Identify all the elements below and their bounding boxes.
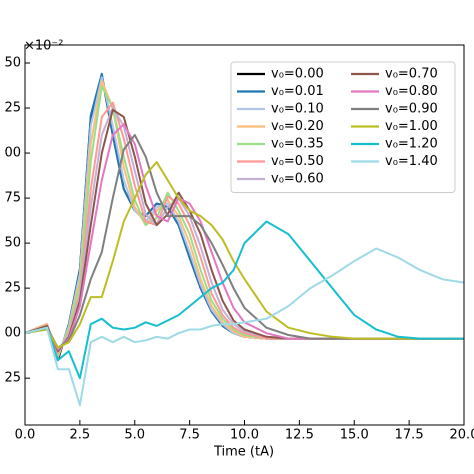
y-tick-label: 25 [4, 281, 21, 296]
legend-label: v₀=0.80 [385, 84, 438, 99]
legend-label: v₀=1.40 [385, 154, 438, 169]
legend-box [230, 61, 456, 193]
y-tick-label: 00 [4, 146, 21, 161]
legend-label: v₀=0.60 [271, 172, 324, 187]
legend-label: v₀=0.01 [271, 84, 324, 99]
y-tick-label: 25 [4, 101, 21, 116]
plot-frame [24, 44, 465, 426]
x-tick-label: 20.0 [450, 428, 474, 443]
y-tick-label: 25 [4, 371, 21, 386]
y-tick-label: 50 [4, 56, 21, 71]
y-tick-label: 50 [4, 236, 21, 251]
x-tick-label: 15.0 [340, 428, 369, 443]
x-tick-label: 2.5 [70, 428, 91, 443]
series-line [25, 247, 464, 407]
x-tick-label: 0.0 [15, 428, 36, 443]
offset-label: ×10⁻² [24, 39, 64, 54]
y-tick-label: 00 [4, 326, 21, 341]
x-tick-label: 17.5 [395, 428, 424, 443]
legend-label: v₀=0.35 [271, 137, 324, 152]
legend-label: v₀=0.10 [271, 102, 324, 117]
legend-label: v₀=0.50 [271, 154, 324, 169]
legend-label: v₀=1.20 [385, 137, 438, 152]
x-tick-label: 12.5 [285, 428, 314, 443]
x-tick-label: 5.0 [124, 428, 145, 443]
legend-label: v₀=0.90 [385, 102, 438, 117]
legend-label: v₀=0.00 [271, 67, 324, 82]
legend-label: v₀=1.00 [385, 119, 438, 134]
x-tick-label: 7.5 [179, 428, 200, 443]
series-line [25, 161, 464, 349]
series-line [25, 220, 464, 380]
legend-label: v₀=0.20 [271, 119, 324, 134]
y-tick-label: 75 [4, 191, 21, 206]
x-tick-label: 10.0 [230, 428, 259, 443]
x-axis-label: Time (tA) [213, 445, 274, 460]
legend-label: v₀=0.70 [385, 67, 438, 82]
